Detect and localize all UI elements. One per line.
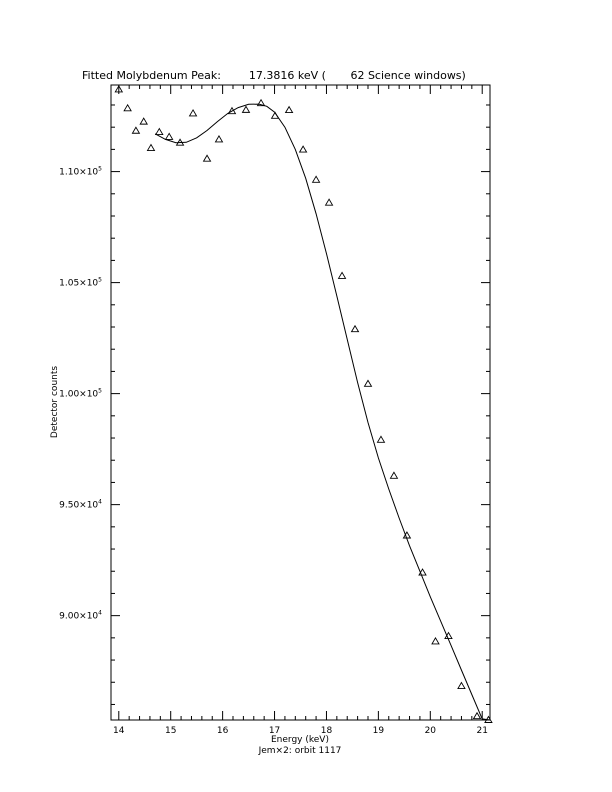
y-tick-label: 9.50×104: [59, 499, 102, 511]
data-point: [270, 111, 280, 119]
x-tick-label: 21: [476, 726, 487, 736]
data-point: [418, 568, 427, 576]
data-point: [484, 715, 493, 723]
data-point: [175, 138, 185, 146]
data-point: [131, 126, 141, 134]
data-point: [444, 631, 453, 640]
data-point: [472, 711, 482, 720]
x-tick-label: 14: [113, 726, 125, 736]
data-points: [114, 85, 493, 723]
chart-title: Fitted Molybdenum Peak: 17.3816 keV ( 62…: [82, 69, 466, 82]
x-tick-label: 20: [425, 726, 437, 736]
data-point: [188, 109, 198, 117]
x-axis-sublabel: Jem×2: orbit 1117: [258, 746, 342, 756]
data-point: [402, 531, 412, 539]
data-point: [350, 324, 360, 333]
data-point: [284, 105, 294, 114]
data-point: [202, 154, 212, 162]
data-point: [311, 175, 321, 183]
data-point: [164, 132, 174, 140]
data-point: [363, 379, 373, 387]
x-tick-label: 18: [321, 726, 333, 736]
data-point: [123, 103, 132, 112]
data-point: [389, 471, 399, 479]
data-point: [241, 105, 251, 113]
x-axis-label: Energy (keV): [271, 735, 329, 745]
y-axis-label: Detector counts: [50, 366, 60, 438]
data-point: [146, 143, 156, 152]
data-point: [139, 117, 148, 125]
data-point: [214, 135, 224, 143]
data-point: [227, 106, 237, 115]
data-point: [457, 681, 466, 689]
data-point: [324, 198, 334, 206]
data-point: [431, 637, 440, 645]
y-axis-ticks: 9.00×104 9.50×104 1.00×105 1.05×105 1.10×105: [59, 104, 490, 705]
data-point: [337, 271, 347, 279]
data-point: [256, 98, 266, 107]
x-tick-label: 19: [373, 726, 385, 736]
y-tick-label: 1.00×105: [59, 388, 102, 400]
y-tick-label: 9.00×104: [59, 610, 102, 622]
fit-line: [154, 103, 491, 721]
x-tick-label: 17: [269, 726, 280, 736]
data-point: [155, 127, 164, 136]
fit-curve: [154, 103, 491, 721]
data-point: [376, 435, 386, 443]
x-tick-label: 15: [165, 726, 176, 736]
data-point: [114, 85, 124, 93]
x-axis-ticks: 14 15 16 17 18 19 20 21: [113, 85, 488, 736]
y-tick-label: 1.05×105: [59, 277, 102, 289]
plot-frame: [110, 84, 491, 721]
x-tick-label: 16: [217, 726, 229, 736]
data-point: [298, 145, 308, 153]
y-tick-label: 1.10×105: [59, 166, 102, 178]
